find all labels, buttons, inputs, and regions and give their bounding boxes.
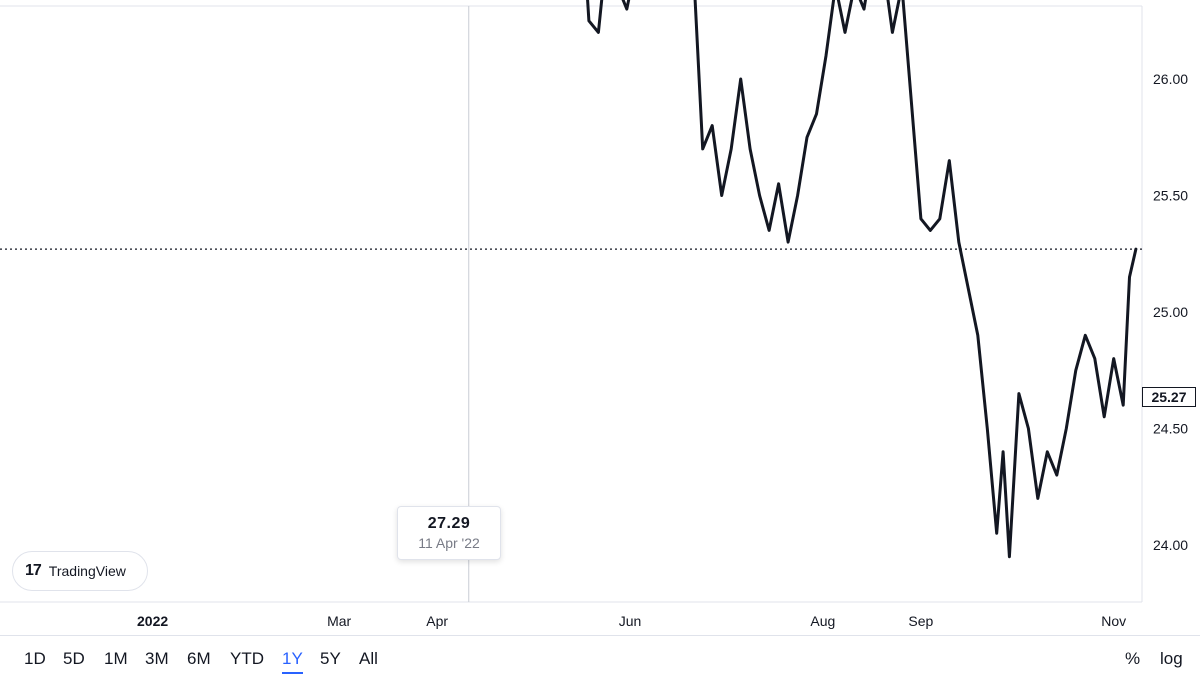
range-ytd-button[interactable]: YTD <box>230 649 264 668</box>
price-chart[interactable]: 28.5028.0027.5027.0026.5026.0025.5025.00… <box>0 0 1200 635</box>
price-tick-label: 25.00 <box>1153 304 1188 320</box>
tradingview-logo-text: TradingView <box>48 563 126 579</box>
time-tick-label: Apr <box>426 613 448 629</box>
time-axis[interactable]: 2022 Mar Apr Jun Aug Sep Nov <box>137 613 1126 629</box>
price-tick-label: 25.50 <box>1153 188 1188 204</box>
range-5d-button[interactable]: 5D <box>63 649 85 668</box>
tooltip-date: 11 Apr '22 <box>418 535 480 551</box>
time-tick-label: Sep <box>908 613 933 629</box>
tradingview-logo-icon: 17 <box>25 562 42 579</box>
price-tick-label: 24.50 <box>1153 421 1188 437</box>
range-all-button[interactable]: All <box>359 649 378 668</box>
time-tick-label: Aug <box>810 613 835 629</box>
time-tick-label: Jun <box>619 613 642 629</box>
tooltip-value: 27.29 <box>427 515 471 532</box>
time-tick-label: Nov <box>1101 613 1126 629</box>
last-price-badge: 25.27 <box>1142 387 1196 407</box>
time-tick-label: 2022 <box>137 613 168 629</box>
range-3m-button[interactable]: 3M <box>145 649 169 668</box>
chart-area[interactable]: 28.5028.0027.5027.0026.5026.0025.5025.00… <box>0 0 1200 635</box>
price-axis[interactable]: 28.5028.0027.5027.0026.5026.0025.5025.00… <box>1153 0 1188 553</box>
price-tick-label: 26.00 <box>1153 71 1188 87</box>
range-6m-button[interactable]: 6M <box>187 649 211 668</box>
range-toolbar: 1D 5D 1M 3M 6M YTD 1Y 5Y All % log <box>0 635 1200 678</box>
series-group <box>4 0 1138 559</box>
range-1y-button[interactable]: 1Y <box>282 649 303 674</box>
crosshair-tooltip: 27.29 11 Apr '22 <box>397 506 501 560</box>
range-1m-button[interactable]: 1M <box>104 649 128 668</box>
price-series-line[interactable] <box>4 0 1138 559</box>
tradingview-logo[interactable]: 17 TradingView <box>12 551 148 591</box>
log-scale-button[interactable]: log <box>1160 649 1183 668</box>
range-5y-button[interactable]: 5Y <box>320 649 341 668</box>
plot-borders <box>0 5 1143 603</box>
time-tick-label: Mar <box>327 613 351 629</box>
price-tick-label: 24.00 <box>1153 537 1188 553</box>
range-1d-button[interactable]: 1D <box>24 649 46 668</box>
percent-scale-button[interactable]: % <box>1125 649 1141 668</box>
